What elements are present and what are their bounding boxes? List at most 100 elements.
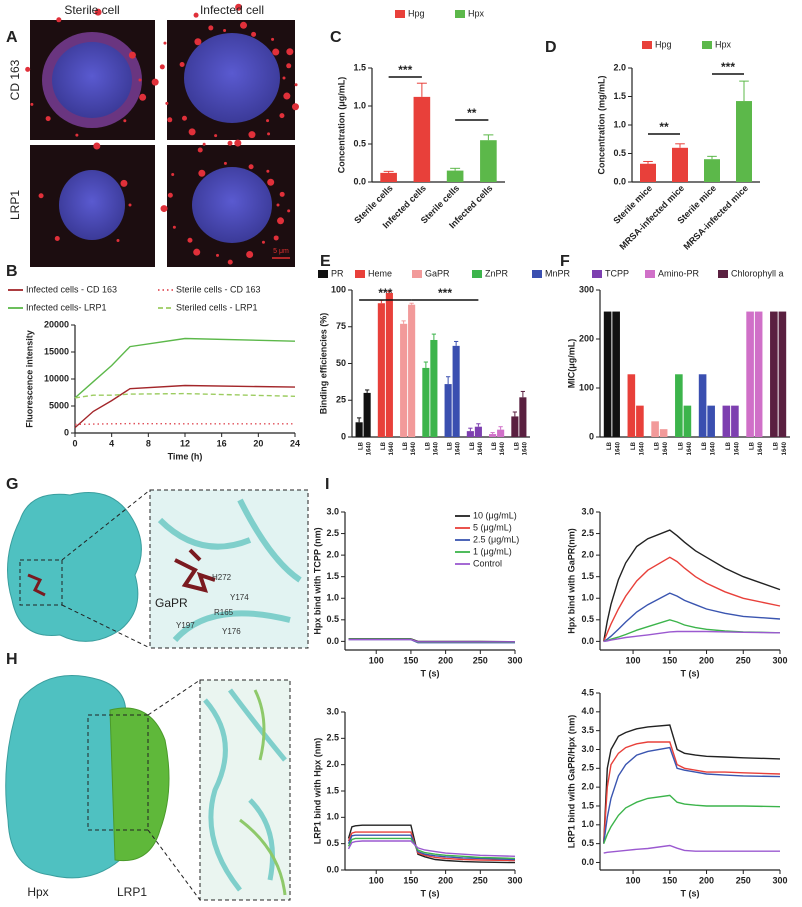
zoom-box xyxy=(19,559,63,606)
significance-label: ** xyxy=(659,120,669,134)
y-tick-label: 100 xyxy=(579,382,594,392)
bar xyxy=(698,374,707,437)
y-tick-label: 0.5 xyxy=(613,148,626,158)
stain-dot xyxy=(286,63,292,69)
legend-swatch xyxy=(472,270,482,278)
x-tick-label: 4 xyxy=(109,438,114,448)
x-tick-label: LB xyxy=(655,441,661,450)
x-tick-label: 24 xyxy=(290,438,300,448)
stain-dot xyxy=(198,169,206,177)
y-axis-label: Hpx bind with GaPR(nm) xyxy=(566,528,576,634)
legend-swatch xyxy=(455,10,465,18)
legend-label: 1 (μg/mL) xyxy=(473,546,512,556)
significance-label: ** xyxy=(467,106,477,120)
panel-letter: F xyxy=(560,253,570,270)
stain-dot xyxy=(234,139,242,147)
stain-dot xyxy=(30,102,34,106)
x-axis-label: T (s) xyxy=(421,888,440,898)
x-tick-label: 1640 xyxy=(411,441,417,455)
stain-dot xyxy=(159,64,165,70)
panel-letter: B xyxy=(6,263,18,280)
x-tick-label: LB xyxy=(448,441,454,450)
panel-h: H Hpx LRP1 xyxy=(5,651,291,901)
x-tick-label: 1640 xyxy=(782,441,788,455)
legend-label: Chlorophyll a xyxy=(731,268,784,278)
bar xyxy=(380,172,397,182)
y-tick-label: 3.5 xyxy=(581,725,594,735)
bar xyxy=(446,170,464,182)
line xyxy=(347,834,516,861)
ligand xyxy=(174,548,216,593)
y-tick-label: 2.0 xyxy=(581,782,594,792)
x-tick-label: 200 xyxy=(438,655,453,665)
line xyxy=(603,794,781,844)
x-tick-label: 1640 xyxy=(522,441,528,455)
column-label: Sterile cell xyxy=(64,3,119,17)
bar xyxy=(363,392,371,437)
nucleus xyxy=(59,170,125,240)
x-axis-label: T (s) xyxy=(681,888,700,898)
stain-dot xyxy=(208,25,214,31)
y-tick-label: 2.5 xyxy=(581,763,594,773)
nucleus xyxy=(184,33,280,123)
legend-label: Amino-PR xyxy=(658,268,700,278)
stain-dot xyxy=(216,253,220,257)
bar xyxy=(659,429,668,437)
y-tick-label: 4.0 xyxy=(581,706,594,716)
x-tick-label: 100 xyxy=(369,875,384,885)
residue-label: H272 xyxy=(212,573,232,582)
y-tick-label: 50 xyxy=(336,358,346,368)
y-tick-label: 2.5 xyxy=(581,528,594,538)
panel-letter: I xyxy=(325,476,329,493)
stain-dot xyxy=(223,161,227,165)
x-tick-label: 1640 xyxy=(433,441,439,455)
x-tick-label: 1640 xyxy=(456,441,462,455)
y-tick-label: 0 xyxy=(341,431,346,441)
y-axis-label: Binding efficiencies (%) xyxy=(318,313,328,415)
stain-dot xyxy=(279,191,285,197)
panel-g: G GaPR H272 Y174 R165 Y197 Y176 xyxy=(6,476,309,649)
y-tick-label: 1.5 xyxy=(353,62,366,72)
y-tick-label: 300 xyxy=(579,284,594,294)
residue-label: Y176 xyxy=(222,627,241,636)
zoom-line xyxy=(147,829,201,901)
legend-label: 10 (μg/mL) xyxy=(473,510,517,520)
bar xyxy=(400,323,408,437)
bar xyxy=(731,405,739,437)
x-tick-label: 1640 xyxy=(687,441,693,455)
stain-dot xyxy=(227,259,233,265)
y-tick-label: 2.5 xyxy=(326,733,339,743)
x-tick-label: 1640 xyxy=(616,441,622,455)
stain-dot xyxy=(267,178,275,186)
stain-dot xyxy=(54,236,60,242)
x-tick-label: LB xyxy=(750,441,756,450)
bar xyxy=(603,311,612,437)
legend-label: GaPR xyxy=(425,268,450,278)
stain-dot xyxy=(272,48,280,56)
residue-label: R165 xyxy=(214,608,234,617)
stain-dot xyxy=(291,103,299,111)
stain-dot xyxy=(266,119,270,123)
stain-dot xyxy=(261,240,265,244)
x-tick-label: MRSA-infected mice xyxy=(681,183,750,252)
row-label: LRP1 xyxy=(8,190,22,220)
stain-dot xyxy=(279,113,285,119)
zoom-line xyxy=(61,489,151,561)
y-tick-label: 0.5 xyxy=(353,138,366,148)
legend-swatch xyxy=(412,270,422,278)
stain-dot xyxy=(197,147,203,153)
y-axis-label: Concentration (μg/mL) xyxy=(336,77,346,174)
y-tick-label: 2.0 xyxy=(581,550,594,560)
x-axis-label: T (s) xyxy=(681,668,700,678)
x-tick-label: 1640 xyxy=(478,441,484,455)
y-tick-label: 1.0 xyxy=(326,812,339,822)
y-tick-label: 3.0 xyxy=(326,506,339,516)
x-tick-label: 1640 xyxy=(500,441,506,455)
panel-letter: A xyxy=(6,29,18,46)
x-tick-label: 250 xyxy=(736,875,751,885)
protein-label: Hpx xyxy=(27,885,48,899)
zoom-line xyxy=(147,679,201,716)
stain-dot xyxy=(283,92,291,100)
x-tick-label: LB xyxy=(678,441,684,450)
bar xyxy=(489,434,497,437)
